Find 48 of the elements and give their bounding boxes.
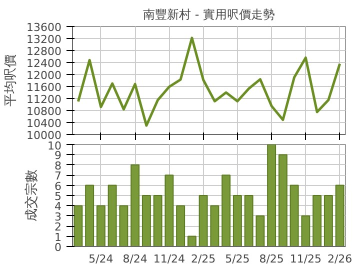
bar [290,184,299,246]
bar [210,205,220,246]
x-tick-label: 8/24 [122,252,148,266]
y-tick-label: 10000 [26,129,62,142]
bar [222,174,231,246]
bar [256,215,265,246]
x-tick-label: 5/24 [88,252,114,266]
chart-title: 南豐新村 - 實用呎價走勢 [143,8,275,22]
bar [164,174,174,246]
x-tick-label: 5/25 [225,252,250,266]
y-tick-label: 10800 [26,105,62,118]
x-tick-label: 2/26 [327,252,352,266]
y-tick-label: 10400 [26,117,62,130]
bar [301,215,310,246]
bar [96,205,106,246]
y-tick-label: 13600 [26,21,62,34]
bar [119,205,128,246]
y-tick-label: 13200 [26,33,62,46]
y-tick-label: 12000 [26,69,62,82]
x-tick-label: 11/25 [290,252,322,266]
y-axis-title: 成交宗數 [24,170,40,222]
line-series [76,36,342,127]
bar [244,195,254,246]
bar [130,164,140,246]
y-tick-label: 12800 [26,45,62,58]
bar [335,184,344,246]
bar [267,144,276,246]
y-tick-label: 11600 [26,81,62,94]
bar [142,195,151,246]
y-tick-label: 5 [54,190,62,203]
bar [176,205,186,246]
x-tick-label: 8/25 [259,252,284,266]
bar [278,154,288,246]
bar [153,195,162,246]
bar [198,195,208,246]
y-axis-title: 平均呎價 [4,54,19,106]
x-tick-label: 2/25 [190,252,216,266]
bar [324,195,333,246]
x-tick-label: 11/24 [153,252,186,266]
bar [74,205,83,246]
bar [312,195,322,246]
bar [108,184,117,246]
y-tick-label: 0 [54,241,62,254]
bar [85,184,94,246]
bar [232,195,242,246]
bar [187,236,196,246]
y-tick-label: 11200 [26,93,62,106]
y-tick-label: 12400 [26,57,62,70]
